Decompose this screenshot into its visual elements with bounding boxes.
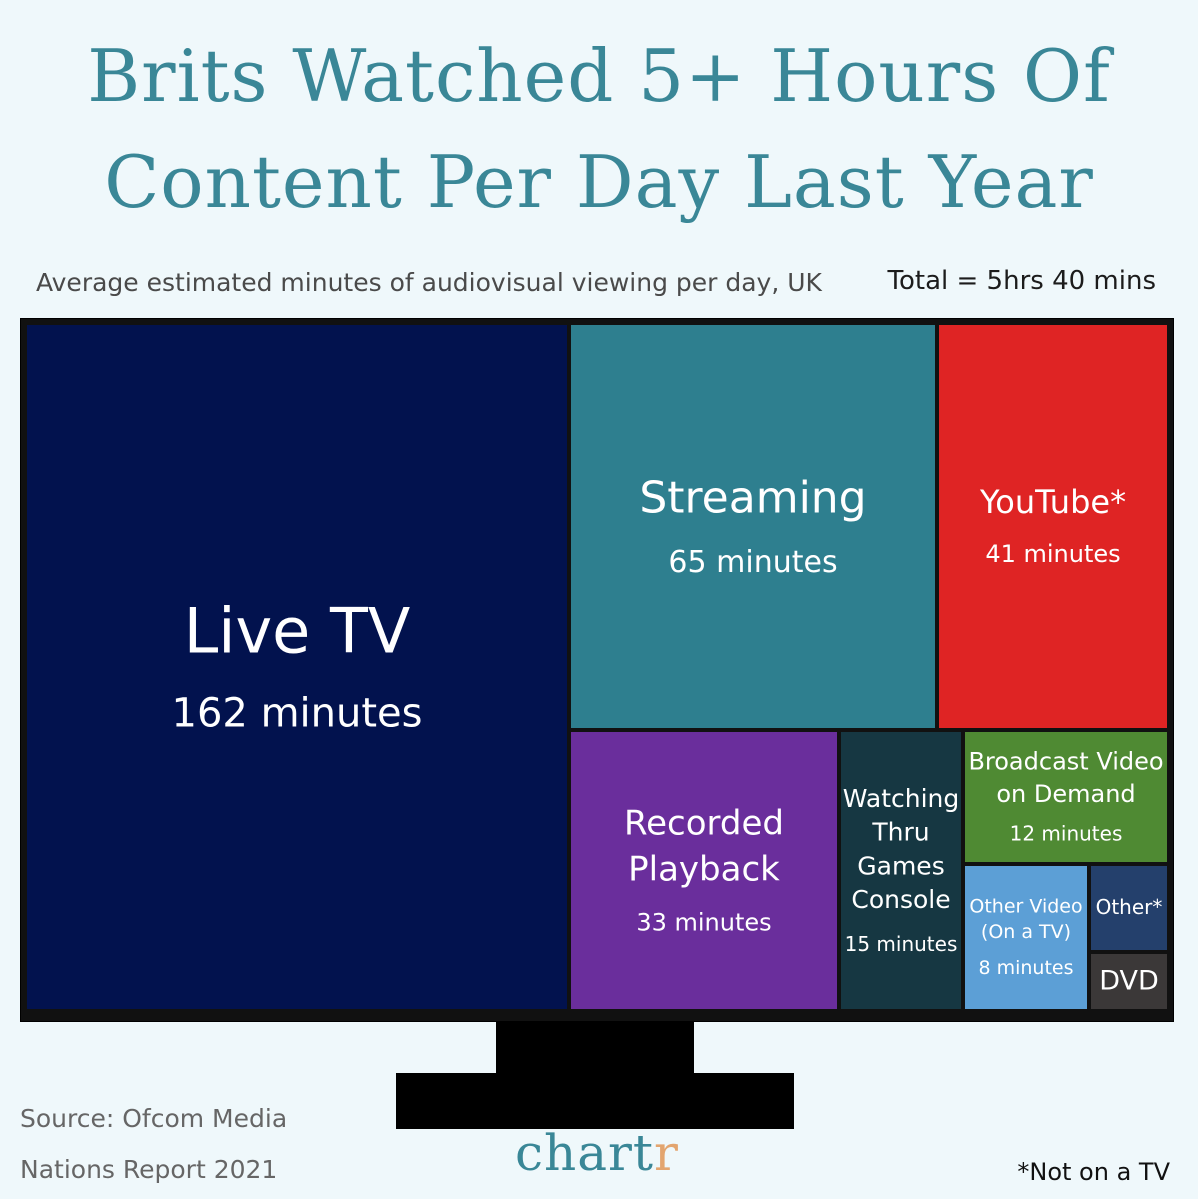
source-note: Source: Ofcom Media Nations Report 2021 (20, 1093, 287, 1195)
tv-screen: Live TV 162 minutes Streaming 65 minutes You… (20, 318, 1174, 1022)
treemap-value-bvod: 12 minutes (1010, 821, 1123, 845)
treemap-cell-dvd (1091, 954, 1167, 1009)
treemap-label-games-console: Thru (871, 818, 929, 847)
treemap-cell-bvod (965, 732, 1167, 862)
treemap-label-other-video-tv: Other Video (969, 895, 1082, 917)
treemap-label-other: Other* (1096, 895, 1163, 919)
treemap-label-streaming: Streaming (639, 472, 866, 523)
treemap-value-recorded-playback: 33 minutes (636, 909, 771, 937)
treemap-cell-youtube (939, 325, 1167, 728)
treemap-label-live-tv: Live TV (184, 594, 411, 667)
treemap-label-recorded-playback: Recorded (624, 803, 784, 843)
treemap-label-youtube: YouTube* (979, 483, 1126, 521)
treemap-label-bvod: on Demand (996, 780, 1135, 808)
treemap-cell-streaming (571, 325, 935, 728)
treemap-chart: Live TV 162 minutes Streaming 65 minutes You… (27, 325, 1167, 1009)
treemap-label-games-console: Games (857, 851, 944, 880)
chartr-logo-text: chart (515, 1124, 655, 1182)
chart-subtitle: Average estimated minutes of audiovisual… (36, 268, 822, 297)
treemap-value-youtube: 41 minutes (985, 540, 1120, 568)
treemap-label-recorded-playback: Playback (628, 849, 780, 889)
chart-title-line-2: Content Per Day Last Year (104, 140, 1094, 224)
chartr-logo-accent: r (654, 1124, 679, 1182)
footnote: *Not on a TV (1017, 1158, 1170, 1186)
source-line-2: Nations Report 2021 (20, 1155, 278, 1184)
treemap-cell-games-console (841, 732, 961, 1009)
treemap-label-games-console: Console (851, 885, 950, 914)
source-line-1: Source: Ofcom Media (20, 1104, 288, 1133)
treemap-value-games-console: 15 minutes (845, 932, 958, 956)
treemap-cell-recorded-playback (571, 732, 837, 1009)
treemap-label-bvod: Broadcast Video (968, 747, 1163, 775)
treemap-label-other-video-tv: (On a TV) (981, 921, 1071, 943)
treemap-value-other-video-tv: 8 minutes (978, 957, 1073, 979)
chartr-logo: chartr (515, 1128, 679, 1178)
treemap-label-games-console: Watching (843, 784, 960, 813)
total-label: Total = 5hrs 40 mins (887, 266, 1156, 296)
tv-stand-base (396, 1073, 794, 1129)
treemap-value-live-tv: 162 minutes (172, 691, 423, 737)
treemap-cell-other-video-tv (965, 866, 1087, 1009)
tv-stand-neck (496, 1021, 694, 1073)
treemap-label-dvd: DVD (1099, 966, 1159, 997)
treemap-cell-other (1091, 866, 1167, 950)
treemap-value-streaming: 65 minutes (668, 545, 837, 580)
treemap-cell-live-tv (27, 325, 567, 1009)
chart-title-line-1: Brits Watched 5+ Hours Of (87, 34, 1111, 118)
